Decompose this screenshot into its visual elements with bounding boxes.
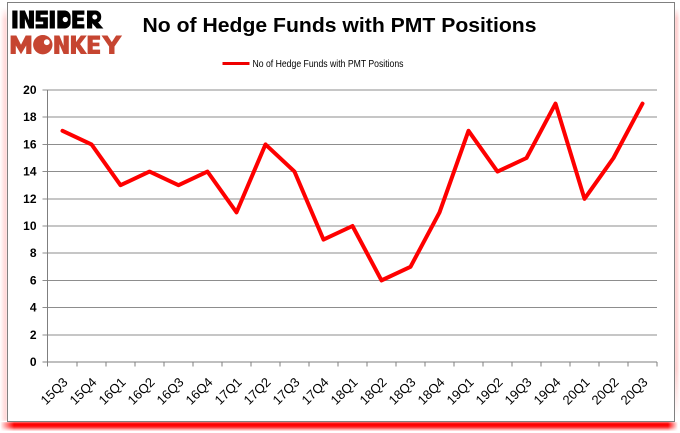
svg-text:17Q4: 17Q4 [299, 375, 332, 408]
svg-text:4: 4 [30, 301, 37, 315]
svg-text:12: 12 [23, 192, 37, 206]
svg-text:17Q2: 17Q2 [241, 375, 274, 408]
svg-text:15Q4: 15Q4 [67, 375, 100, 408]
svg-text:19Q2: 19Q2 [473, 375, 506, 408]
svg-text:20Q2: 20Q2 [589, 375, 622, 408]
svg-text:20Q3: 20Q3 [618, 375, 651, 408]
svg-text:16Q3: 16Q3 [154, 375, 187, 408]
svg-text:16Q1: 16Q1 [96, 375, 129, 408]
svg-text:20: 20 [23, 83, 37, 97]
svg-text:18Q4: 18Q4 [415, 375, 448, 408]
svg-text:18Q2: 18Q2 [357, 375, 390, 408]
svg-text:14: 14 [23, 165, 37, 179]
svg-text:10: 10 [23, 219, 37, 233]
svg-text:18: 18 [23, 110, 37, 124]
svg-text:No of Hedge Funds with PMT Pos: No of Hedge Funds with PMT Positions [253, 59, 404, 70]
svg-text:16Q4: 16Q4 [183, 375, 216, 408]
svg-text:19Q1: 19Q1 [444, 375, 477, 408]
svg-text:0: 0 [30, 355, 37, 369]
svg-text:15Q3: 15Q3 [38, 375, 71, 408]
svg-text:20Q1: 20Q1 [560, 375, 593, 408]
svg-text:17Q1: 17Q1 [212, 375, 245, 408]
svg-text:No of Hedge Funds with PMT Pos: No of Hedge Funds with PMT Positions [143, 14, 537, 37]
svg-text:16: 16 [23, 137, 37, 151]
svg-text:16Q2: 16Q2 [125, 375, 158, 408]
svg-text:2: 2 [30, 328, 37, 342]
svg-text:6: 6 [30, 273, 37, 287]
svg-text:17Q3: 17Q3 [270, 375, 303, 408]
svg-text:18Q1: 18Q1 [328, 375, 361, 408]
svg-text:8: 8 [30, 246, 37, 260]
svg-text:19Q4: 19Q4 [531, 375, 564, 408]
svg-text:19Q3: 19Q3 [502, 375, 535, 408]
svg-text:18Q3: 18Q3 [386, 375, 419, 408]
